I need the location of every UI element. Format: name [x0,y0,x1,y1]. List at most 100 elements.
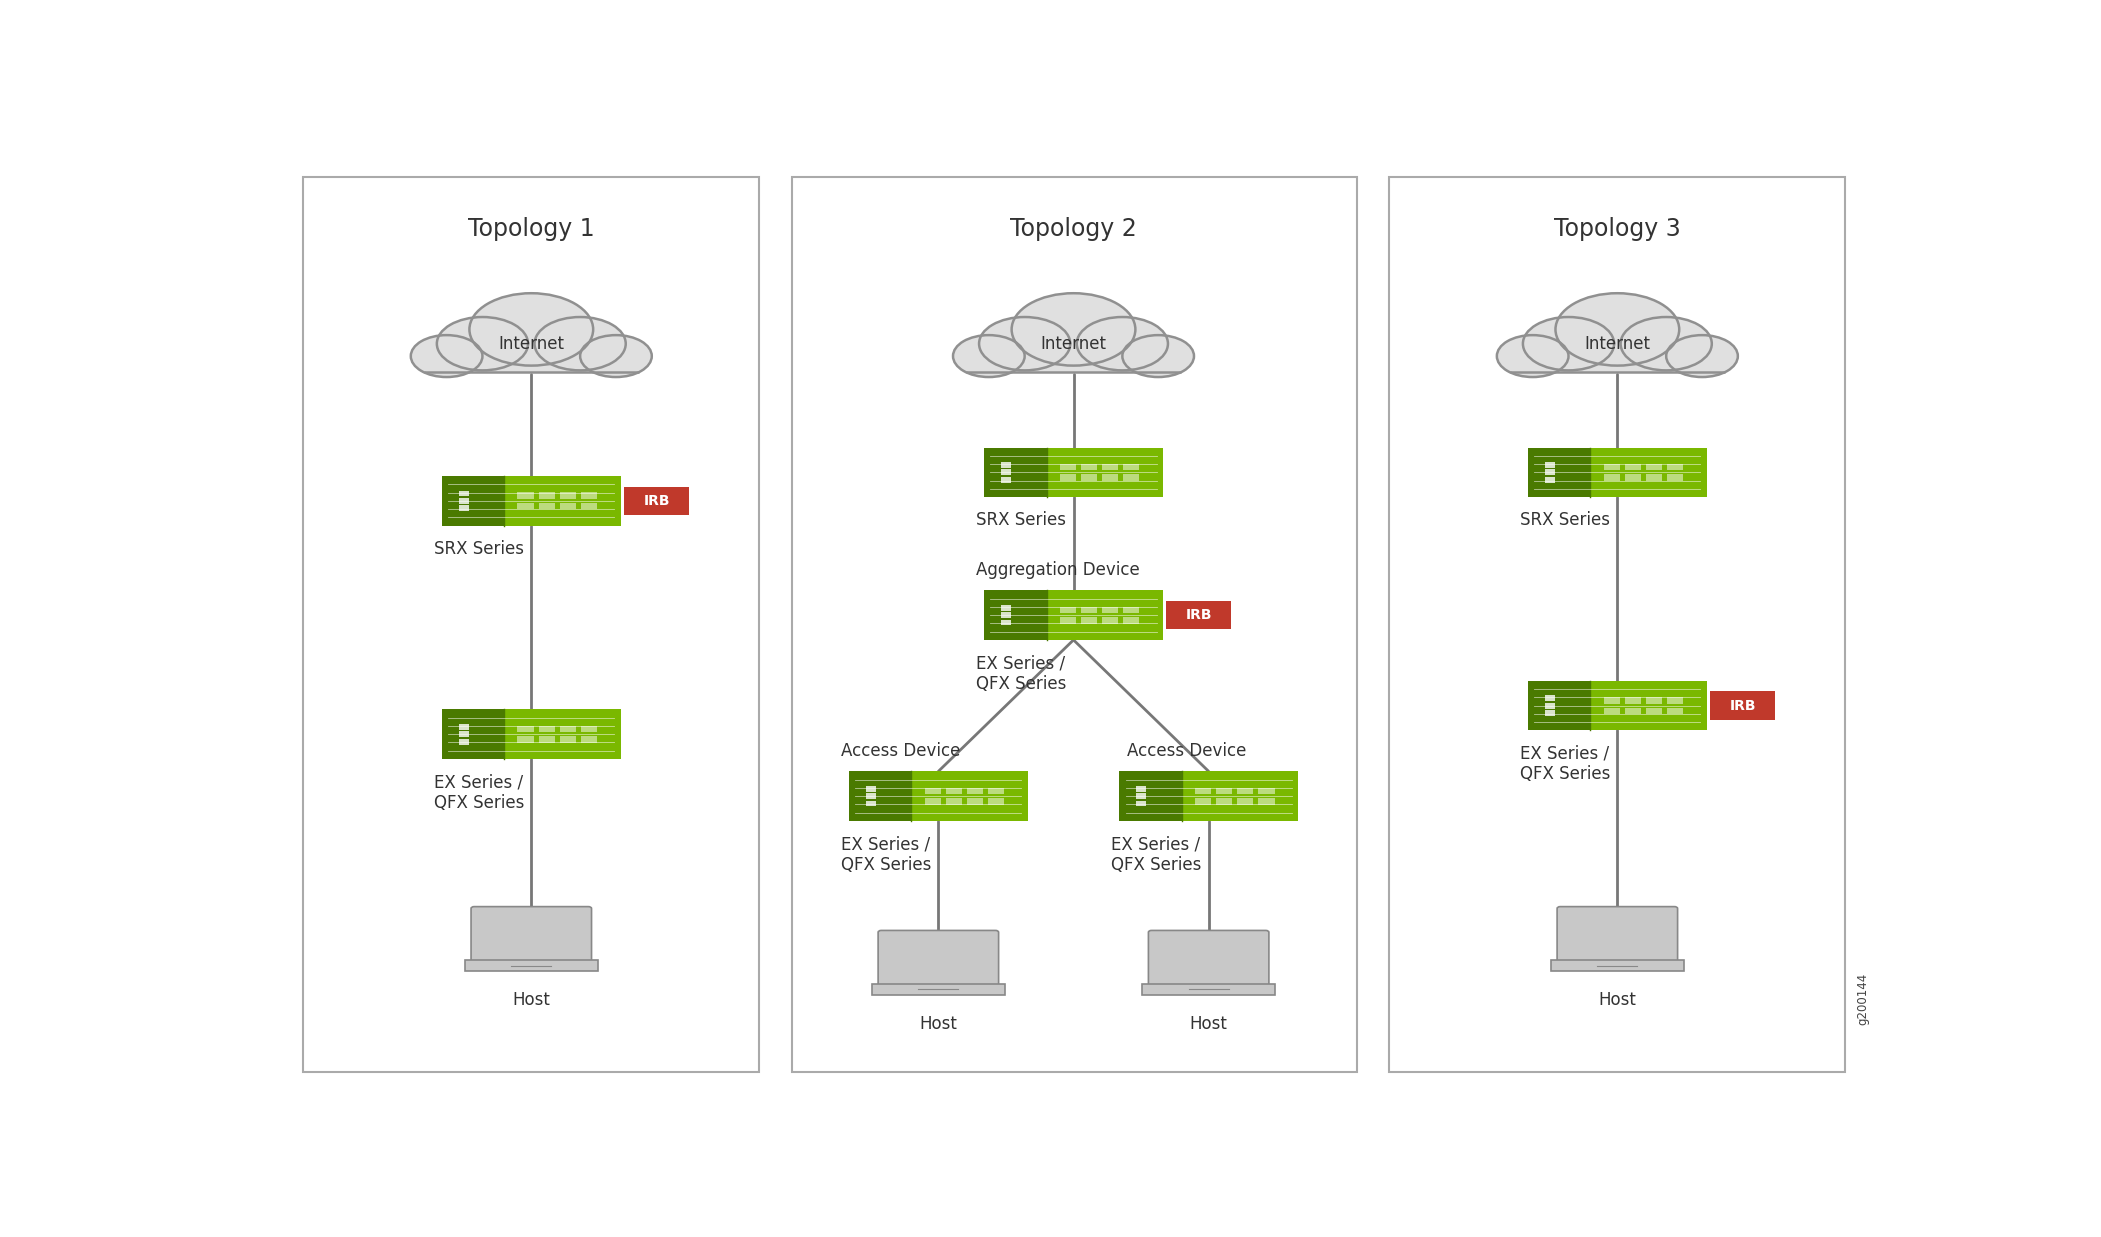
Bar [504,710,622,760]
Bar [538,502,555,510]
Text: Internet: Internet [498,335,565,353]
Bar [1527,680,1706,730]
Bar [303,177,758,1072]
Bar [559,492,576,499]
Bar [441,710,622,760]
Bar [983,590,1164,640]
Bar [1137,785,1145,792]
Bar [1103,464,1118,470]
Bar [1000,461,1011,468]
Bar [559,502,576,510]
Bar [1544,695,1555,701]
Text: EX Series /
QFX Series: EX Series / QFX Series [1111,835,1202,875]
Bar [504,476,622,526]
Bar [1166,601,1231,630]
Text: SRX Series: SRX Series [1519,511,1609,529]
Bar [1258,788,1275,794]
Bar [1551,960,1685,971]
Bar [458,491,469,496]
Text: Host: Host [920,1016,958,1033]
Bar [559,726,576,732]
Bar [1195,798,1210,805]
Bar [441,476,622,526]
Bar [559,736,576,742]
Bar [1624,464,1641,470]
Bar [1624,708,1641,714]
Bar [1645,474,1662,481]
Ellipse shape [979,317,1069,370]
FancyBboxPatch shape [471,907,592,966]
Bar [872,983,1004,996]
Bar [1195,788,1210,794]
Text: EX Series /
QFX Series: EX Series / QFX Series [1519,745,1609,783]
Bar [1143,983,1275,996]
Text: IRB: IRB [1729,699,1756,713]
Text: IRB: IRB [643,494,670,508]
Bar [1624,474,1641,481]
Text: SRX Series: SRX Series [975,511,1065,529]
Text: EX Series /
QFX Series: EX Series / QFX Series [975,654,1065,693]
Bar [1000,605,1011,611]
Bar [849,772,1027,821]
Bar [1590,448,1706,497]
Bar [458,724,469,730]
Bar [1181,772,1298,821]
Text: Host: Host [1599,991,1637,1009]
Bar [1544,703,1555,709]
Bar [1603,708,1620,714]
Text: Topology 3: Topology 3 [1555,218,1681,241]
Bar [1590,680,1706,730]
Bar [1124,464,1139,470]
Bar [866,785,876,792]
Bar [1258,798,1275,805]
Text: Host: Host [1189,1016,1227,1033]
Ellipse shape [534,317,626,370]
Bar [987,788,1004,794]
Bar [1666,474,1683,481]
Text: IRB: IRB [1185,609,1212,622]
Ellipse shape [1122,335,1193,377]
Bar [1059,617,1076,623]
Bar [1080,474,1097,481]
Bar [1237,788,1254,794]
Bar [912,772,1027,821]
Bar [458,738,469,745]
Bar [1645,698,1662,704]
Bar [517,726,534,732]
Bar [582,492,597,499]
Text: Topology 1: Topology 1 [469,218,595,241]
Text: Aggregation Device: Aggregation Device [975,560,1139,579]
Bar [1120,772,1298,821]
Bar [1046,448,1164,497]
Bar [1124,617,1139,623]
Bar [945,798,962,805]
Bar [582,736,597,742]
Text: Topology 2: Topology 2 [1011,218,1137,241]
Bar [1137,793,1145,799]
Text: Access Device: Access Device [840,742,960,760]
Bar [1124,474,1139,481]
Bar [1645,464,1662,470]
FancyBboxPatch shape [1557,907,1677,966]
Text: EX Series /
QFX Series: EX Series / QFX Series [840,835,931,875]
Bar [1237,798,1254,805]
Bar [458,499,469,503]
Bar [945,788,962,794]
Text: Host: Host [513,991,550,1009]
Text: EX Series /
QFX Series: EX Series / QFX Series [433,773,523,811]
Bar [924,798,941,805]
Ellipse shape [1496,335,1569,377]
Ellipse shape [1666,335,1738,377]
Bar [983,448,1164,497]
Ellipse shape [437,317,527,370]
Ellipse shape [412,335,483,377]
Bar [1059,474,1076,481]
Text: SRX Series: SRX Series [433,539,523,558]
Bar [1103,474,1118,481]
Ellipse shape [469,293,592,366]
Bar [966,349,1181,372]
Bar [987,798,1004,805]
Bar [1666,698,1683,704]
Text: Internet: Internet [1584,335,1651,353]
Bar [517,492,534,499]
